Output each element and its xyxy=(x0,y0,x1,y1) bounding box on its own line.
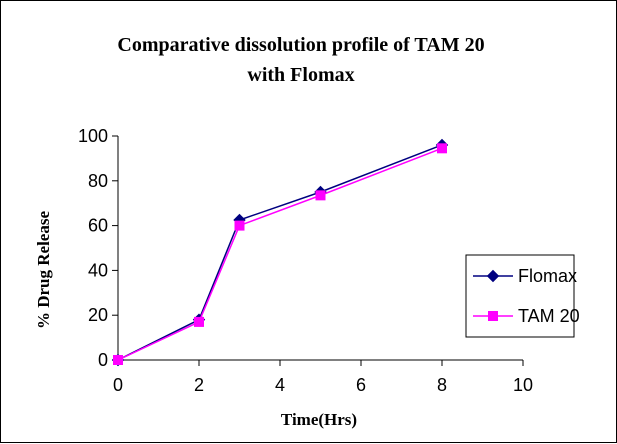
x-tick-label: 2 xyxy=(194,375,204,395)
series-line xyxy=(117,147,443,361)
legend-marker xyxy=(488,311,498,321)
legend-label: Flomax xyxy=(518,266,577,286)
legend-label: TAM 20 xyxy=(518,306,580,326)
series-line xyxy=(117,144,443,361)
data-point xyxy=(194,316,204,327)
legend-box xyxy=(465,254,575,338)
legend: Flomax TAM 20 xyxy=(465,254,580,338)
x-tick-label: 0 xyxy=(113,375,123,395)
legend-entry: TAM 20 xyxy=(473,306,580,326)
series-1 xyxy=(113,143,447,365)
chart-title-line-2: with Flomax xyxy=(247,64,354,86)
data-point xyxy=(315,190,326,201)
y-tick-label: 0 xyxy=(98,350,108,370)
legend-marker xyxy=(486,269,500,283)
series-0 xyxy=(111,138,449,367)
series-layer xyxy=(111,138,449,367)
data-point xyxy=(437,143,447,154)
x-tick-label: 4 xyxy=(275,375,285,395)
y-axis-label: % Drug Release xyxy=(34,211,53,329)
y-tick-label: 20 xyxy=(88,305,108,325)
x-tick-label: 6 xyxy=(356,375,366,395)
x-tick-label: 10 xyxy=(513,375,533,395)
x-axis-ticks: 0 2 4 6 8 10 xyxy=(113,360,533,395)
data-point xyxy=(113,355,123,365)
y-tick-label: 80 xyxy=(88,171,108,191)
x-axis-label: Time(Hrs) xyxy=(281,410,357,429)
legend-entry: Flomax xyxy=(473,266,577,286)
x-tick-label: 8 xyxy=(437,375,447,395)
data-point xyxy=(234,220,245,231)
y-tick-label: 100 xyxy=(78,126,108,146)
y-axis-ticks: 0 20 40 60 80 100 xyxy=(78,126,118,370)
y-tick-label: 40 xyxy=(88,260,108,280)
y-tick-label: 60 xyxy=(88,216,108,236)
axes xyxy=(117,136,523,361)
chart-title-line-1: Comparative dissolution profile of TAM 2… xyxy=(117,34,484,56)
